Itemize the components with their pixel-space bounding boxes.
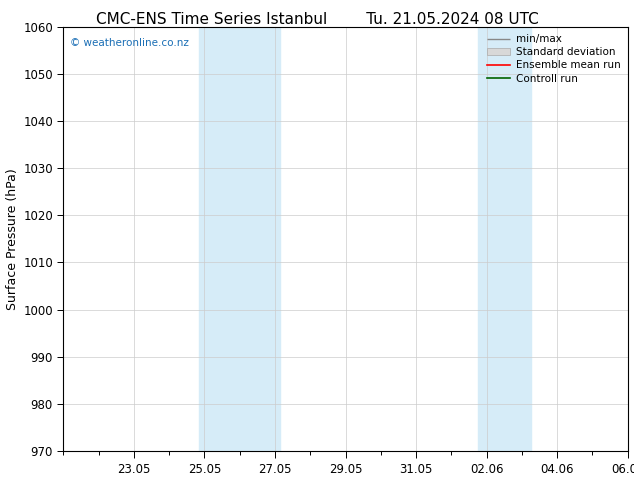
Text: © weatheronline.co.nz: © weatheronline.co.nz: [70, 38, 189, 48]
Y-axis label: Surface Pressure (hPa): Surface Pressure (hPa): [6, 168, 19, 310]
Bar: [199, 27, 280, 451]
Bar: [478, 27, 531, 451]
Legend: min/max, Standard deviation, Ensemble mean run, Controll run: min/max, Standard deviation, Ensemble me…: [483, 30, 624, 88]
Text: CMC-ENS Time Series Istanbul        Tu. 21.05.2024 08 UTC: CMC-ENS Time Series Istanbul Tu. 21.05.2…: [96, 12, 538, 27]
